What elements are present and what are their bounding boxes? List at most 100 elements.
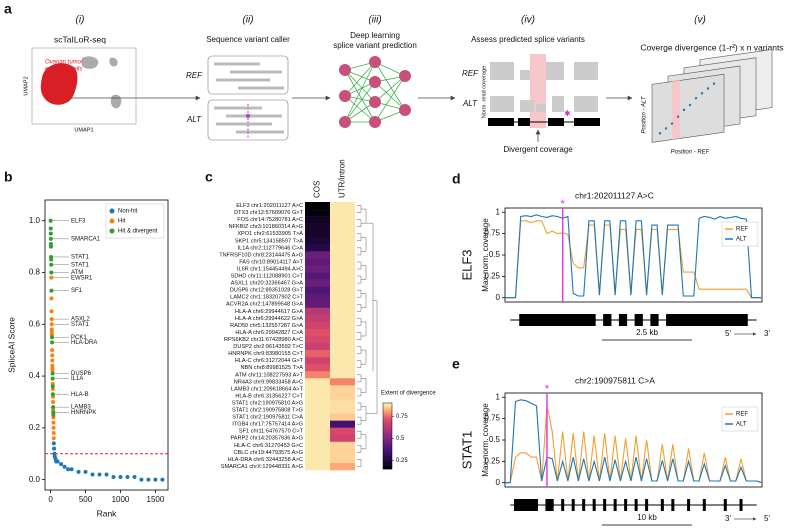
point: [49, 257, 54, 262]
annotation: HNRNPK: [71, 410, 96, 416]
heat-cell: [330, 434, 355, 443]
heat-cell: [305, 328, 330, 337]
y-tick-label: 0.2: [29, 423, 41, 432]
point: [51, 436, 56, 441]
legend-label: REF: [736, 412, 748, 418]
row-label: HNRNPK chr9:83980155 C>T: [228, 351, 303, 357]
exons: [488, 118, 600, 126]
heat-cell: [330, 392, 355, 400]
exon: [666, 314, 748, 326]
schematic: a (i) (ii) (iii) (iv) (v) scTaILoR-seq O…: [4, 1, 784, 156]
heat-cell: [305, 371, 330, 379]
panel-label: a: [4, 1, 12, 17]
colorbar-step: [383, 407, 392, 410]
heat-cell: [330, 216, 355, 224]
row-label: PARP2 chr14:20357636 A>G: [230, 436, 303, 442]
point: [55, 459, 60, 464]
row-label: XPO1 chr2:61533905 T>A: [237, 231, 303, 237]
heat-cell: [305, 350, 330, 358]
row-label: IL6R chr1:154454494 A>C: [237, 266, 303, 272]
heat-cell: [305, 441, 330, 450]
cluster: [109, 57, 118, 67]
exon: [519, 314, 596, 326]
heat-cell: [305, 392, 330, 400]
heat-cell: [305, 406, 330, 414]
row-label: SF1 chr11:64767570 C>T: [239, 429, 304, 435]
heat-cell: [305, 462, 330, 471]
row-label: HLA-A chr6:29944622 G>A: [235, 316, 303, 322]
colorbar-step: [383, 450, 392, 453]
alt-label: ALT: [462, 99, 478, 108]
row-label: NR4A3 chr9:99833458 A>C: [234, 379, 303, 385]
heat-cell: [305, 385, 330, 393]
y-tick-label: 0.4: [29, 371, 41, 380]
strand-label: 3': [725, 514, 731, 523]
exon: [634, 499, 638, 511]
row-label: HLA-DRA chr6:32443258 A>C: [228, 457, 303, 463]
chart-title: chr1:202011127 A>C: [575, 190, 654, 200]
step-label: (i): [76, 15, 85, 26]
heat-cell: [305, 237, 330, 245]
point: [62, 464, 67, 469]
ref-label: REF: [186, 71, 203, 80]
heat-cell: [305, 300, 330, 309]
annotation: IL1A: [71, 376, 83, 382]
row-label: HLA-C chr6:31272044 G>T: [235, 358, 304, 364]
heat-cell: [305, 321, 330, 330]
point: [160, 477, 165, 482]
point: [83, 469, 88, 474]
row-label: STAT1 chr2:190975810 A>G: [232, 400, 303, 406]
heat-cell: [305, 343, 330, 351]
point: [90, 472, 95, 477]
legend-label: ALT: [736, 422, 747, 428]
chart-title: chr2:190975811 C>A: [575, 375, 655, 385]
colorbar-step: [383, 422, 392, 425]
reads: [214, 106, 284, 134]
heat-cell: [330, 209, 355, 217]
legend-box: [721, 406, 759, 432]
colorbar-step: [383, 462, 392, 465]
exon: [603, 314, 612, 326]
plot-frame: [44, 199, 169, 491]
heat-cell: [330, 371, 355, 379]
heat-cell: [305, 202, 330, 210]
strand-label: 5': [725, 329, 731, 338]
point: [139, 477, 144, 482]
reads: [214, 62, 284, 90]
colorbar-step: [383, 416, 392, 419]
exon: [545, 499, 554, 511]
row-label: SDHD chr11:112088901 C>T: [231, 274, 304, 280]
colorbar-step: [383, 437, 392, 440]
row-label: RPS6KB2 chr11:67428980 A>C: [224, 337, 303, 343]
exon: [592, 499, 596, 511]
step-title: splice variant prediction: [333, 41, 417, 50]
row-label: SMARCA1 chrX:129448331 A>G: [221, 464, 303, 470]
colorbar-step: [383, 436, 392, 438]
point: [97, 472, 102, 477]
point: [104, 472, 109, 477]
colorbar-step: [383, 439, 392, 442]
heat-cell: [330, 286, 355, 294]
cell-label: epithelial cells: [45, 67, 82, 73]
dendrogram: [357, 205, 378, 467]
exon: [739, 499, 743, 511]
heat-cell: [305, 307, 330, 316]
column-label: UTR/intron: [338, 159, 347, 198]
point: [50, 392, 55, 397]
colorbar-step: [383, 406, 392, 409]
annotation: LAMB3: [71, 405, 91, 411]
colorbar-step: [383, 404, 392, 407]
point: [50, 340, 55, 345]
exon: [624, 499, 628, 511]
annotation: HLA-B: [71, 392, 89, 398]
heat-cell: [330, 314, 355, 323]
heat-cell: [330, 336, 355, 344]
x-tick-label: 0: [48, 495, 53, 504]
x-tick-label: 1500: [147, 495, 165, 504]
y-tick-label: 0.5: [489, 250, 501, 259]
exon: [671, 499, 675, 511]
row-label: SKP1 chr5:134158597 T>A: [235, 238, 303, 244]
heat-cell: [330, 455, 355, 464]
exon: [723, 499, 727, 511]
network-nodes: [339, 56, 411, 128]
